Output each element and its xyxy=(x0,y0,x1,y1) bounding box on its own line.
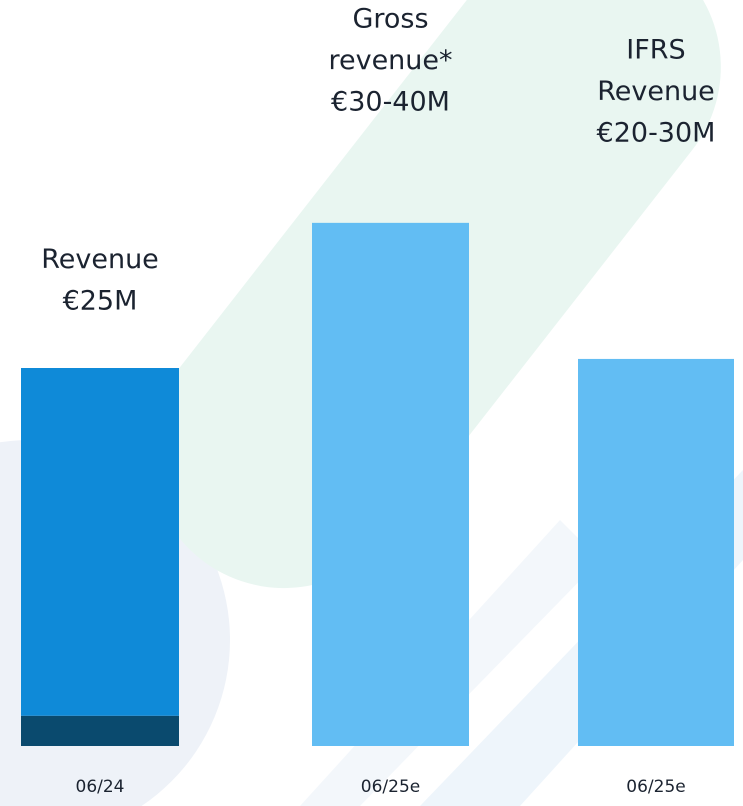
bar-annotation: €20-30M xyxy=(597,118,716,149)
bar-annotation: €30-40M xyxy=(331,87,450,118)
bar-annotation: Revenue xyxy=(597,76,715,107)
bar-annotation: Revenue xyxy=(41,244,159,275)
x-tick-label: 06/25e xyxy=(361,777,420,797)
bar-annotation: €25M xyxy=(63,286,138,317)
bar xyxy=(21,715,179,746)
bar-annotation: revenue* xyxy=(328,45,452,76)
bar xyxy=(21,368,179,716)
bar-annotation: IFRS xyxy=(626,35,685,66)
bar xyxy=(312,222,469,746)
x-tick-label: 06/24 xyxy=(76,777,125,797)
x-tick-label: 06/25e xyxy=(626,777,685,797)
bar xyxy=(578,358,734,746)
bar-annotation: Gross xyxy=(352,4,428,35)
